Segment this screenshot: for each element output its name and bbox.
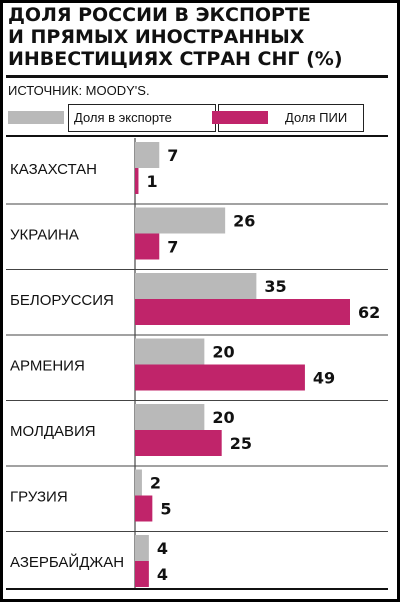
value-label-fdi: 7 <box>167 238 178 257</box>
bar-fdi <box>135 364 305 391</box>
value-label-export: 7 <box>167 146 178 165</box>
bar-fdi <box>135 561 149 587</box>
value-label-export: 35 <box>264 277 286 296</box>
bar-fdi <box>135 299 350 325</box>
bar-export <box>135 469 142 496</box>
value-label-export: 2 <box>150 474 161 493</box>
chart-source: ИСТОЧНИК: MOODY'S. <box>8 83 150 98</box>
bar-export <box>135 404 205 430</box>
category-label: АРМЕНИЯ <box>10 358 85 375</box>
legend-rule <box>6 135 388 137</box>
title-rule <box>6 75 388 78</box>
value-label-fdi: 49 <box>313 369 335 388</box>
category-label: АЗЕРБАЙДЖАН <box>10 553 124 571</box>
bar-export <box>135 273 257 299</box>
category-label: УКРАИНА <box>10 227 79 244</box>
category-label: КАЗАХСТАН <box>10 161 97 178</box>
value-label-export: 20 <box>212 408 234 427</box>
legend-label-export: Доля в экспорте <box>74 110 172 125</box>
bottom-rule <box>6 588 388 590</box>
bar-fdi <box>135 430 222 456</box>
value-label-fdi: 4 <box>157 565 168 584</box>
value-label-fdi: 25 <box>230 434 252 453</box>
value-label-fdi: 62 <box>358 303 380 322</box>
value-label-export: 4 <box>157 539 168 558</box>
value-label-fdi: 1 <box>146 172 157 191</box>
bar-fdi <box>135 168 139 194</box>
bar-export <box>135 535 149 561</box>
value-label-fdi: 5 <box>160 500 171 519</box>
category-label: МОЛДАВИЯ <box>10 423 96 440</box>
legend-label-fdi: Доля ПИИ <box>285 110 348 125</box>
bar-export <box>135 338 205 365</box>
bar-fdi <box>135 233 160 260</box>
bar-fdi <box>135 495 153 522</box>
legend-swatch-export <box>8 111 64 124</box>
value-label-export: 20 <box>212 343 234 362</box>
bar-export <box>135 142 160 168</box>
legend-swatch-fdi <box>212 111 268 124</box>
bar-export <box>135 207 226 234</box>
chart-title: ДОЛЯ РОССИИ В ЭКСПОРТЕ И ПРЯМЫХ ИНОСТРАН… <box>8 4 343 70</box>
category-label: ГРУЗИЯ <box>10 489 68 506</box>
category-label: БЕЛОРУССИЯ <box>10 292 114 309</box>
value-label-export: 26 <box>233 212 255 231</box>
